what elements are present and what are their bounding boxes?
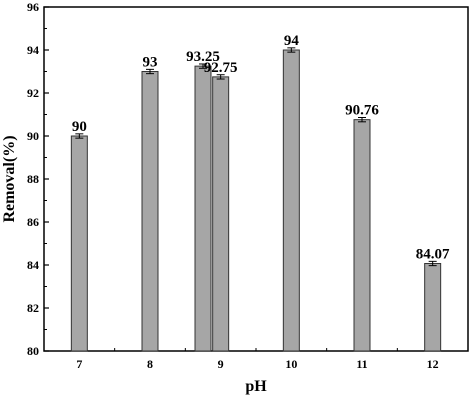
- plot-frame: [43, 6, 469, 352]
- x-tick-label: 11: [356, 357, 367, 371]
- bar: [282, 49, 300, 352]
- bar-value-label: 94: [284, 33, 300, 49]
- y-tick-label: 92: [27, 86, 39, 100]
- y-tick-label: 90: [27, 129, 39, 143]
- bar: [212, 76, 230, 352]
- bar-value-label: 84.07: [416, 246, 450, 262]
- bar-value-label: 93: [143, 55, 158, 71]
- x-tick-label: 8: [147, 357, 153, 371]
- bar: [353, 119, 371, 352]
- bar: [424, 262, 442, 352]
- y-tick-label: 80: [27, 344, 39, 358]
- x-tick-label: 9: [218, 357, 224, 371]
- x-tick-label: 12: [427, 357, 439, 371]
- y-tick-label: 84: [27, 258, 39, 272]
- x-axis-title: pH: [245, 378, 267, 395]
- y-tick-label: 88: [27, 172, 39, 186]
- y-tick-label: 94: [27, 43, 39, 57]
- bar-value-label: 93.25: [186, 49, 220, 65]
- x-tick-label: 10: [285, 357, 297, 371]
- bar: [194, 65, 212, 352]
- bar-value-label: 92.75: [204, 60, 238, 76]
- y-axis-title: Removal(%): [1, 135, 18, 222]
- bar-series: [70, 47, 442, 352]
- x-axis: 7 8 9 10 11 12: [76, 346, 439, 371]
- bar: [141, 71, 159, 352]
- bar-value-label: 90.76: [345, 103, 379, 119]
- y-axis: 80 82 84 86 88 90 92 94 96: [27, 0, 49, 358]
- y-tick-label: 86: [27, 215, 39, 229]
- y-tick-label: 96: [27, 0, 39, 14]
- x-tick-label: 7: [76, 357, 82, 371]
- y-tick-label: 82: [27, 301, 39, 315]
- bar: [70, 135, 88, 352]
- bar-value-label: 90: [72, 119, 87, 135]
